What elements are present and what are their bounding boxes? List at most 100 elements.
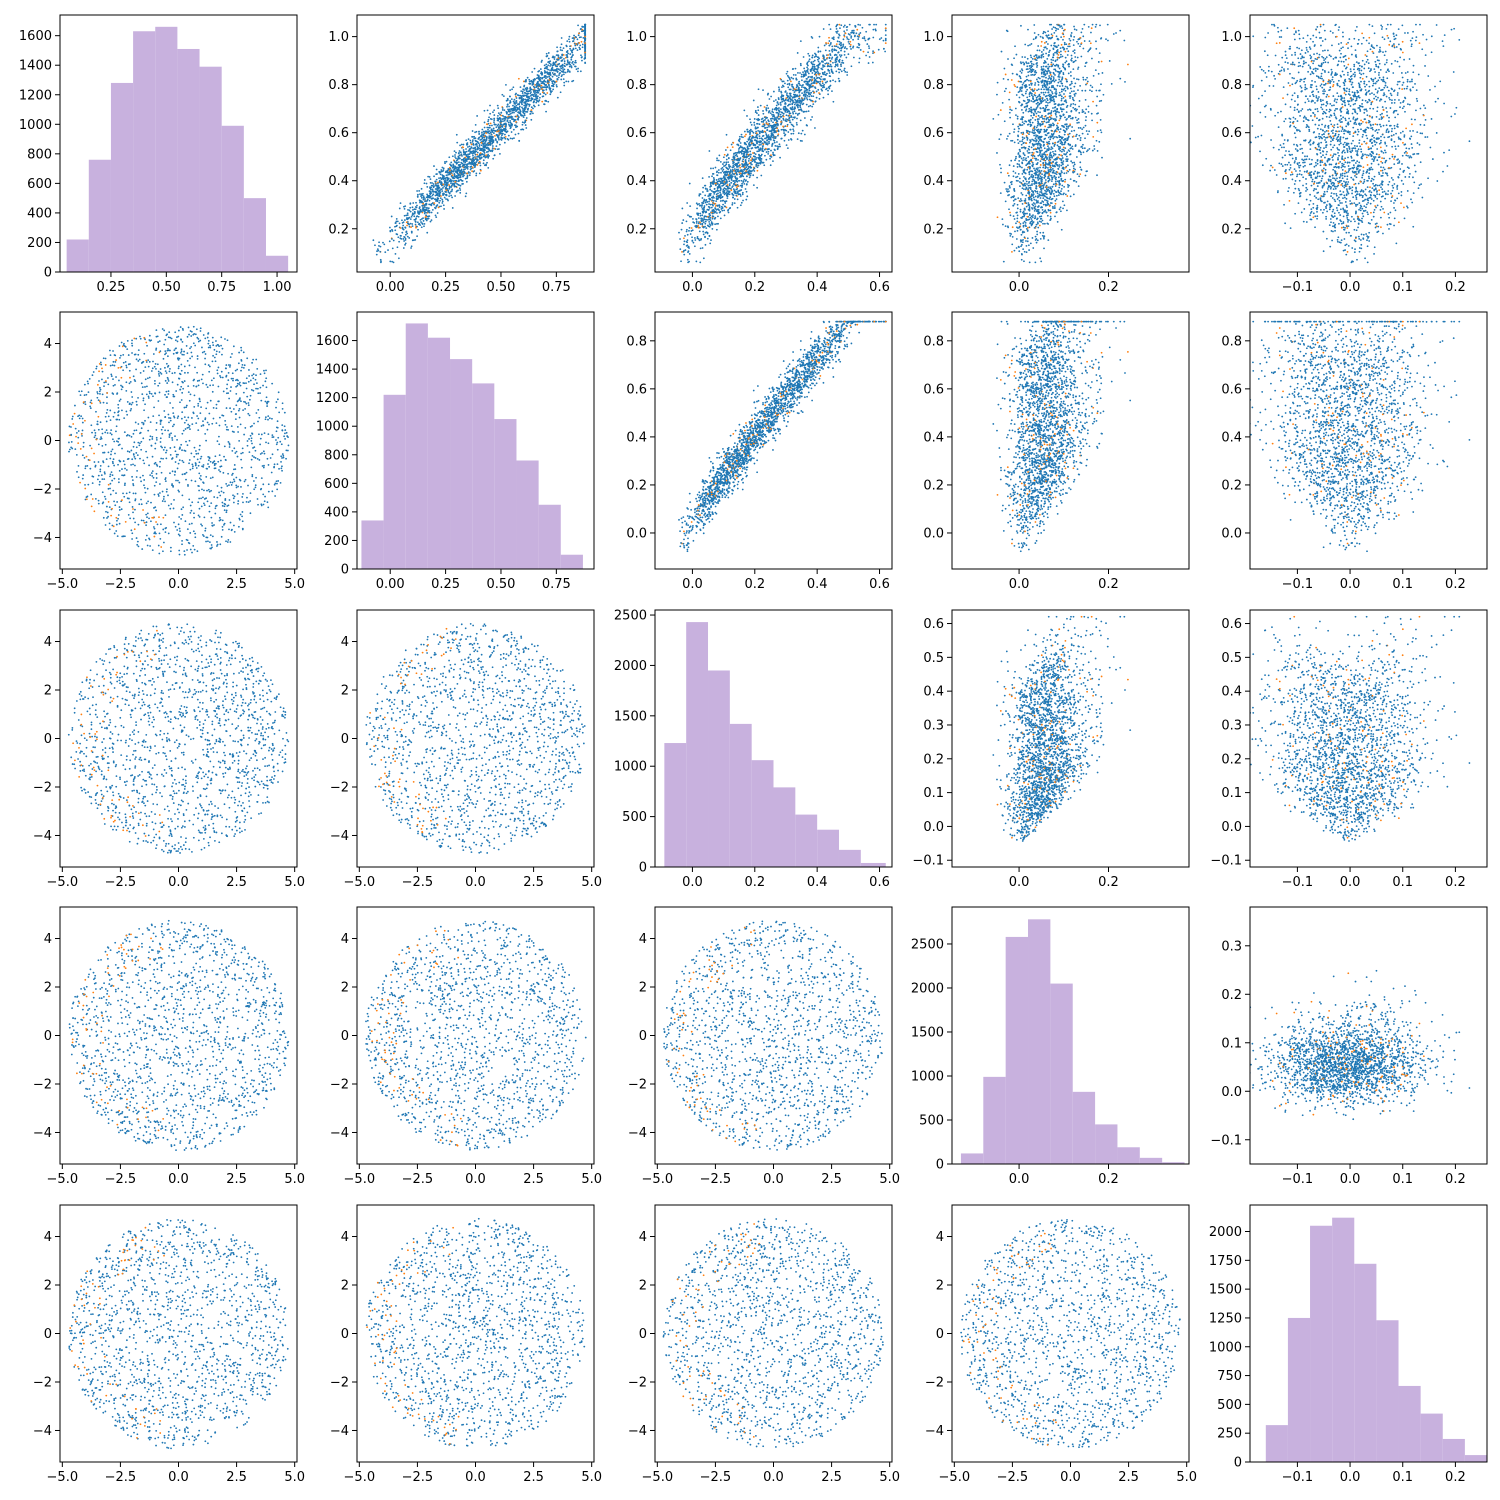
scatter-point: [1075, 29, 1078, 31]
scatter-point: [756, 166, 759, 169]
scatter-point: [495, 145, 498, 148]
panel-r0-c2-ytick-label: 0.2: [626, 222, 647, 237]
scatter-point: [1063, 143, 1066, 146]
scatter-point: [738, 140, 741, 143]
scatter-point: [724, 202, 727, 204]
scatter-point: [803, 80, 806, 83]
scatter-point: [773, 154, 776, 157]
scatter-point: [762, 89, 764, 92]
scatter-point: [516, 103, 519, 106]
scatter-point: [738, 190, 741, 192]
scatter-point: [506, 105, 508, 108]
scatter-point: [480, 153, 483, 156]
scatter-point: [543, 79, 546, 82]
scatter-point: [733, 181, 736, 184]
scatter-point: [792, 130, 795, 132]
scatter-point: [480, 149, 483, 152]
scatter-point: [488, 135, 491, 138]
scatter-point: [442, 193, 445, 196]
scatter-point: [800, 73, 803, 76]
scatter-point: [727, 211, 730, 214]
scatter-point: [826, 80, 829, 83]
scatter-point: [1076, 56, 1079, 59]
scatter-point: [699, 214, 702, 217]
scatter-point: [521, 101, 523, 104]
scatter-point: [744, 148, 747, 151]
scatter-point: [732, 179, 735, 182]
scatter-point: [434, 180, 437, 183]
scatter-point: [826, 72, 828, 75]
scatter-point-secondary: [541, 88, 543, 90]
scatter-point: [508, 113, 511, 116]
scatter-point: [686, 241, 689, 244]
panel-r0-c2-plot-area: [678, 23, 887, 264]
scatter-point: [446, 178, 449, 181]
scatter-point: [839, 27, 841, 30]
scatter-point: [771, 128, 773, 131]
scatter-point: [503, 128, 506, 130]
scatter-point: [388, 240, 391, 243]
scatter-point: [476, 115, 479, 117]
scatter-point: [485, 130, 488, 133]
scatter-point-secondary: [480, 141, 483, 144]
scatter-point: [439, 189, 441, 192]
scatter-point-secondary: [442, 183, 445, 186]
scatter-point: [478, 136, 481, 139]
scatter-point: [777, 124, 779, 127]
scatter-point-secondary: [785, 97, 788, 100]
scatter-point: [714, 207, 717, 209]
scatter-point: [451, 196, 454, 199]
scatter-point: [715, 200, 718, 203]
scatter-point: [434, 207, 437, 210]
scatter-point: [844, 46, 847, 48]
scatter-point: [850, 36, 853, 39]
scatter-point: [716, 205, 719, 207]
scatter-point: [713, 181, 716, 183]
scatter-point: [710, 221, 713, 223]
scatter-point: [732, 188, 735, 191]
scatter-point-secondary: [739, 166, 742, 169]
scatter-point: [773, 139, 776, 142]
scatter-point: [1017, 135, 1020, 138]
scatter-point-secondary: [723, 153, 726, 156]
scatter-point: [559, 91, 562, 94]
scatter-point: [451, 183, 454, 186]
scatter-point: [828, 40, 831, 42]
scatter-point: [480, 134, 483, 137]
scatter-point: [492, 157, 495, 160]
scatter-point: [828, 44, 831, 47]
panel-r0-c1-ytick-label: 0.8: [328, 78, 349, 93]
scatter-point: [734, 177, 737, 180]
scatter-point: [811, 54, 814, 57]
panel-r0-c1-xtick-label: 0.50: [486, 280, 515, 295]
scatter-point: [487, 166, 490, 169]
scatter-point: [766, 129, 768, 132]
scatter-point: [795, 86, 798, 89]
scatter-point: [742, 168, 745, 171]
scatter-point: [428, 203, 431, 206]
scatter-point: [798, 94, 801, 97]
scatter-point: [801, 103, 804, 106]
scatter-point: [868, 56, 871, 58]
scatter-point: [827, 86, 830, 89]
scatter-point: [389, 229, 392, 232]
scatter-point: [436, 212, 439, 214]
scatter-point: [449, 163, 451, 166]
scatter-point: [805, 124, 808, 126]
scatter-point: [810, 35, 813, 38]
scatter-point: [396, 220, 399, 223]
scatter-point: [749, 131, 751, 134]
scatter-point: [1024, 147, 1027, 150]
scatter-point: [728, 166, 731, 169]
scatter-point: [742, 158, 745, 161]
scatter-point: [434, 194, 437, 197]
scatter-point: [532, 83, 534, 86]
scatter-point: [865, 54, 868, 57]
scatter-point: [505, 83, 507, 86]
scatter-point: [434, 214, 437, 217]
scatter-point: [761, 147, 764, 150]
scatter-point: [846, 29, 848, 31]
scatter-point: [835, 45, 838, 48]
scatter-point: [710, 239, 712, 242]
scatter-point: [845, 56, 848, 59]
